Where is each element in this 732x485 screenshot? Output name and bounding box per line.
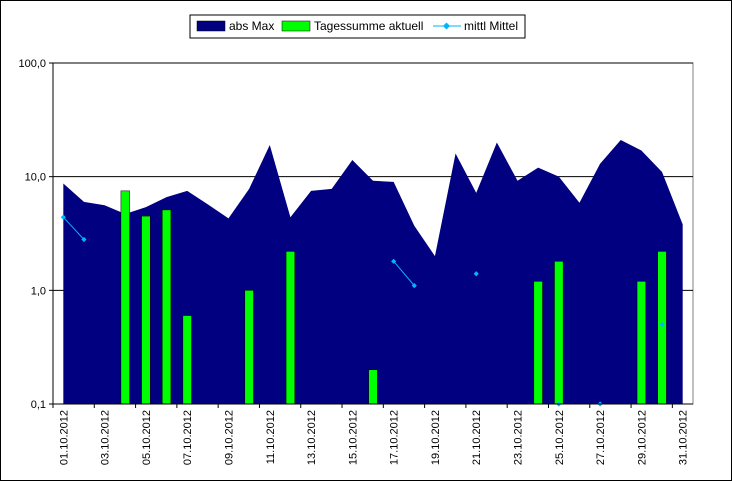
bar-tagessumme: [657, 251, 667, 405]
y-tick-label: 0,1: [31, 399, 46, 411]
x-tick-label: 09.10.2012: [223, 410, 235, 465]
legend-label-tagessumme: Tagessumme aktuell: [314, 19, 423, 33]
x-tick-label: 17.10.2012: [389, 410, 401, 465]
bar-tagessumme: [533, 281, 543, 405]
y-tick-label: 1,0: [31, 285, 46, 297]
point-mittl-mittel: [81, 236, 87, 243]
legend-swatch-tagessumme: [281, 20, 311, 32]
line-segment-mittl-mittel: [62, 216, 85, 240]
legend-label-mittl-mittel: mittl Mittel: [464, 19, 518, 33]
x-tick-label: 19.10.2012: [430, 410, 442, 465]
area-abs-max: [63, 140, 683, 404]
x-tick-label: 13.10.2012: [306, 410, 318, 465]
bar-tagessumme: [554, 261, 564, 405]
legend-swatch-abs-max: [196, 20, 226, 32]
x-tick-label: 27.10.2012: [595, 410, 607, 465]
point-mittl-mittel: [411, 283, 417, 289]
x-tick-label: 15.10.2012: [347, 410, 359, 465]
bar-tagessumme: [120, 190, 130, 405]
x-tick-label: 11.10.2012: [265, 410, 277, 464]
legend-swatch-mittl-mittel-marker: [442, 22, 451, 30]
x-tick-label: 31.10.2012: [678, 410, 690, 465]
legend: abs Max Tagessumme aktuell mittl Mittel: [189, 14, 526, 39]
x-tick-label: 03.10.2012: [100, 410, 112, 465]
legend-box: [189, 14, 526, 39]
bar-tagessumme: [141, 215, 151, 405]
x-tick-label: 29.10.2012: [636, 410, 648, 465]
x-tick-label: 25.10.2012: [554, 410, 566, 465]
legend-label-abs-max: abs Max: [229, 19, 274, 33]
bar-tagessumme: [636, 281, 646, 405]
y-tick-label: 100,0: [18, 58, 46, 70]
bar-tagessumme: [182, 315, 192, 405]
x-tick-label: 23.10.2012: [513, 410, 525, 465]
bar-tagessumme: [285, 251, 296, 405]
x-tick-label: 01.10.2012: [58, 410, 70, 465]
x-tick-label: 05.10.2012: [141, 410, 153, 465]
line-segment-mittl-mittel: [393, 260, 415, 286]
point-mittl-mittel: [391, 258, 397, 264]
bar-tagessumme: [368, 369, 378, 405]
x-tick-label: 21.10.2012: [471, 410, 483, 465]
y-tick-label: 10,0: [25, 172, 46, 184]
point-mittl-mittel: [60, 214, 66, 220]
bar-tagessumme: [244, 290, 254, 405]
plot-layer: 0,1 1,0 10,0 100,0 01.10.2012 03.10.2012 05.10…: [18, 58, 694, 465]
point-mittl-mittel: [659, 321, 665, 328]
bar-tagessumme: [161, 209, 172, 405]
x-tick-label: 07.10.2012: [182, 410, 194, 465]
point-mittl-mittel: [473, 271, 479, 277]
